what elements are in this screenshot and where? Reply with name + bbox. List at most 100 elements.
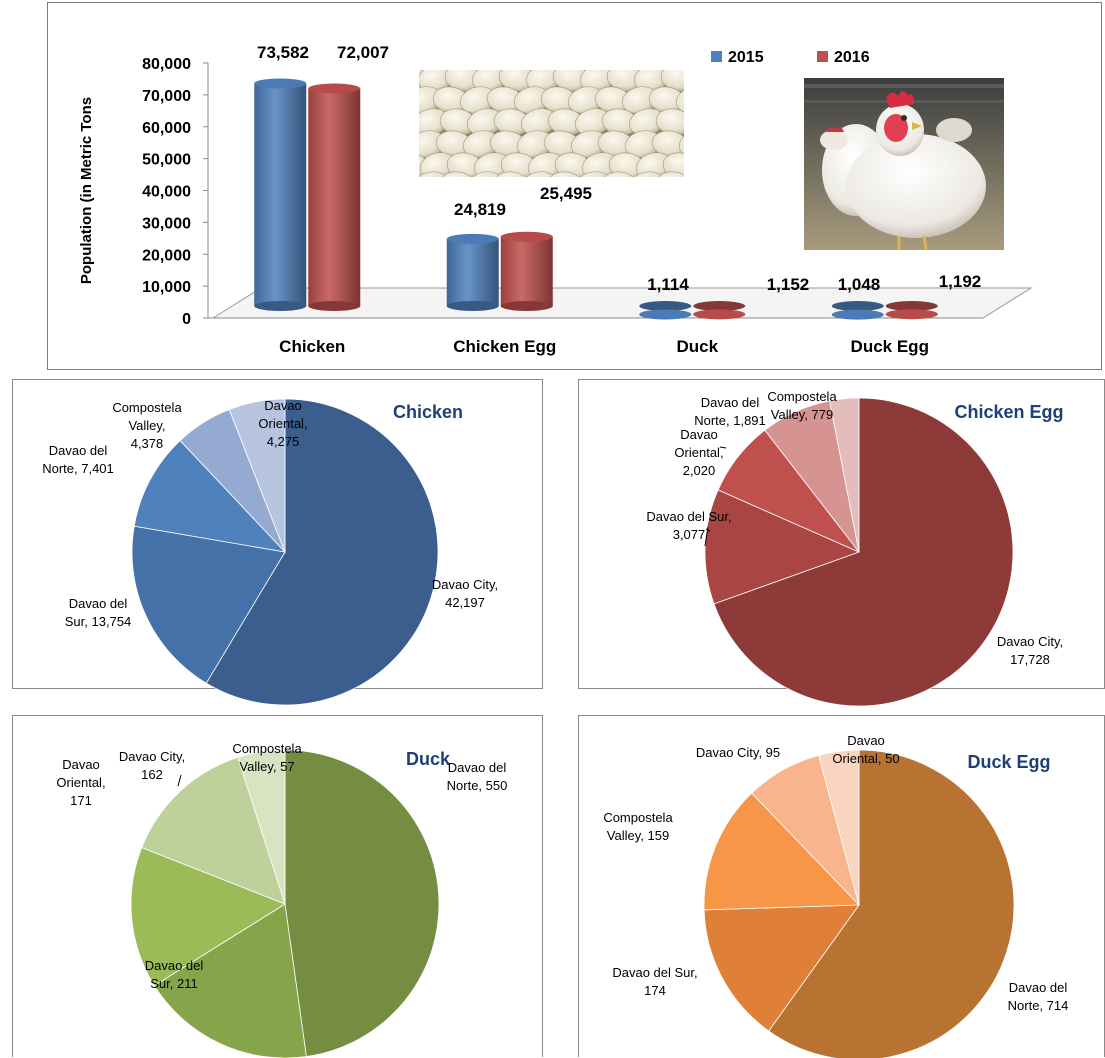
legend-label-2016: 2016 [834, 49, 870, 66]
pie-data-label: Davao del Sur, 174 [612, 965, 697, 998]
pie-data-label: Davao City, 42,197 [432, 577, 498, 610]
bar-base-cap [254, 301, 307, 311]
pie-data-label: Davao City, 95 [696, 745, 780, 760]
egg-shape [628, 171, 666, 177]
pie-data-label: Davao City, 162 [119, 749, 185, 782]
bar-base-cap [308, 301, 361, 311]
bar-base-cap [446, 301, 499, 311]
eggs-illustration [419, 70, 684, 177]
y-tick-label: 30,000 [142, 215, 191, 232]
bar-chart-panel: 0 10,000 20,000 30,000 40,000 50,000 60,000 70,… [47, 2, 1102, 370]
pie-slice-davao-del-norte [133, 440, 287, 553]
pie-data-label: Compostela Valley, 4,378 [112, 400, 182, 451]
x-category-label: Chicken Egg [453, 337, 556, 356]
egg-shape [419, 171, 450, 177]
bar-chart: 0 10,000 20,000 30,000 40,000 50,000 60,000 70,… [78, 43, 1033, 356]
pie-data-label: Davao del Sur, 13,754 [65, 596, 132, 629]
y-tick-label: 10,000 [142, 279, 191, 296]
pie-data-label: Compostela Valley, 57 [232, 741, 302, 774]
bar-2016-chicken [308, 88, 361, 306]
egg-shape [547, 171, 585, 177]
bar-top-cap [831, 309, 884, 320]
pie-slice-davao-del-sur [704, 489, 861, 605]
pie-slice-compostela-valley [703, 792, 860, 911]
chicken-egg-photo [419, 70, 684, 177]
legend-label-2015: 2015 [728, 49, 764, 66]
duck-egg-pie-chart: Duck Egg Davao del Norte, 714 Davao del Sur… [603, 733, 1069, 1058]
bar-data-label: 24,819 [454, 200, 506, 219]
pie-slice-davao-del-norte [284, 749, 440, 1057]
pie-slice-davao-oriental [130, 847, 286, 987]
chicken-photo [804, 78, 1004, 250]
y-axis-title: Population (in Metric Tons [78, 97, 95, 284]
egg-shape [439, 171, 477, 177]
egg-shape [493, 171, 531, 177]
bar-2015-chicken-egg [446, 238, 499, 306]
pie-slice-davao-city [713, 397, 1014, 707]
chicken-egg-pie-panel: Chicken Egg Davao City, 17,728 Davao del Su… [578, 379, 1105, 707]
bar-2016-chicken-egg [500, 236, 553, 306]
y-tick-label: 20,000 [142, 247, 191, 264]
pie-title: Chicken Egg [954, 402, 1063, 422]
chicken-pie-chart: Chicken Davao City, 42,197 Davao del Sur, 13… [42, 398, 498, 706]
pie-data-label: Davao del Norte, 714 [1008, 980, 1069, 1013]
pie-data-label: Davao del Norte, 1,891 [694, 395, 766, 428]
bar-data-label: 1,114 [647, 275, 689, 294]
bar-base-cap [831, 301, 884, 311]
pie-slice-compostela-valley [829, 397, 860, 553]
pie-data-label: Compostela Valley, 779 [767, 389, 837, 422]
egg-shape [601, 171, 639, 177]
pie-slice-davao-oriental [228, 398, 286, 553]
egg-shape [678, 130, 684, 158]
bar-data-label: 25,495 [540, 184, 592, 203]
pie-data-label: Davao Oriental, 171 [56, 757, 105, 808]
bar-top-cap [885, 309, 938, 320]
bar-data-label: 72,007 [337, 43, 389, 62]
pie-data-label: Compostela Valley, 159 [603, 810, 673, 843]
y-tick-label: 0 [182, 311, 191, 328]
x-category-label: Duck [676, 337, 718, 356]
pie-data-label: Davao del Sur, 3,077 [646, 509, 731, 542]
bar-base-cap [885, 301, 938, 311]
pie-data-label: Davao del Norte, 550 [447, 760, 508, 793]
pie-data-label: Davao Oriental, 2,020 [674, 427, 723, 478]
duck-egg-pie-panel: Duck Egg Davao del Norte, 714 Davao del Sur… [578, 715, 1105, 1058]
pie-data-label: Davao City, 17,728 [997, 634, 1063, 667]
chicken-pie-panel: Chicken Davao City, 42,197 Davao del Sur, 13… [12, 379, 543, 706]
duck-pie-panel: Duck Davao del Norte, 550 Davao del Sur, 211… [12, 715, 543, 1058]
y-tick-label: 50,000 [142, 152, 191, 169]
pie-slice-davao-oriental [818, 749, 860, 906]
pie-title: Duck [406, 749, 451, 769]
bar-data-label: 73,582 [257, 43, 309, 62]
pie-data-label: Davao del Sur, 211 [145, 958, 204, 991]
bar-2015-chicken [254, 83, 307, 307]
pie-title: Chicken [393, 402, 463, 422]
pie-title: Duck Egg [967, 752, 1050, 772]
pie-slice-davao-del-sur [703, 904, 860, 1032]
bar-top-cap [254, 78, 307, 89]
bar-base-cap [639, 301, 692, 311]
legend-swatch-2016 [817, 51, 828, 62]
egg-shape [655, 171, 684, 177]
bar-top-cap [693, 309, 746, 320]
x-category-label: Chicken [279, 337, 345, 356]
bar-top-cap [500, 231, 553, 242]
x-category-label: Duck Egg [851, 337, 929, 356]
bar-data-label: 1,152 [767, 275, 810, 294]
bar-top-cap [446, 233, 499, 244]
pie-slice-davao-city [141, 756, 286, 905]
pie-slice-davao-del-sur [131, 525, 286, 684]
chicken-egg-pie-chart: Chicken Egg Davao City, 17,728 Davao del Su… [646, 389, 1064, 707]
chicken-illustration [804, 78, 1004, 250]
y-tick-label: 70,000 [142, 88, 191, 105]
y-tick-label: 60,000 [142, 120, 191, 137]
bar-top-cap [308, 83, 361, 94]
bar-base-cap [500, 301, 553, 311]
pie-slice-compostela-valley [237, 749, 286, 905]
egg-shape [466, 171, 504, 177]
pie-slice-davao-del-norte [768, 749, 1015, 1058]
y-tick-label: 40,000 [142, 184, 191, 201]
pie-data-label: Davao Oriental, 50 [832, 733, 899, 766]
pie-leader-line [704, 526, 709, 547]
